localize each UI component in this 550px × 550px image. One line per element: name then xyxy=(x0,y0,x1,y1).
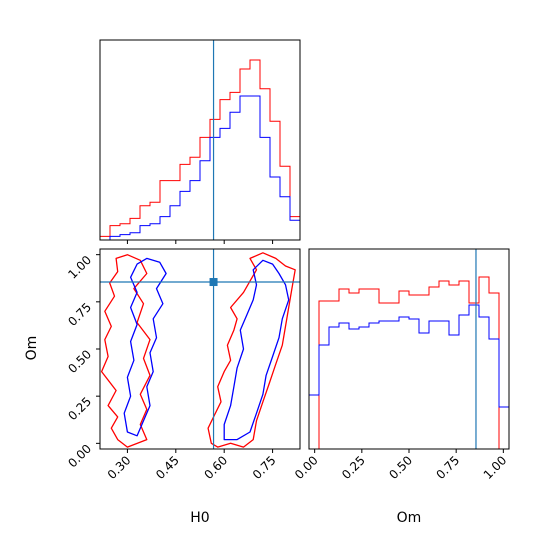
joint-plot-area xyxy=(100,249,300,449)
contour-red-1 xyxy=(207,252,296,448)
h0-histogram-blue xyxy=(100,95,300,240)
h0-histogram-red xyxy=(100,59,300,237)
y-axis-label-om: Om xyxy=(24,336,40,361)
x-axis-label-om: Om xyxy=(397,510,422,526)
om-histogram-blue xyxy=(309,304,509,408)
contour-red-0 xyxy=(100,254,151,448)
contour-blue-3 xyxy=(223,259,290,441)
truth-marker xyxy=(209,278,218,287)
x-axis-label-h0: H0 xyxy=(190,510,209,526)
h0-marginal-panel xyxy=(99,39,301,244)
contour-blue-2 xyxy=(123,257,167,437)
om-histogram-red xyxy=(309,276,509,449)
h0-marginal-frame xyxy=(99,39,301,241)
h0-hist-plot-area xyxy=(100,40,300,240)
joint-contour-panel: 0.30 0.45 0.60 0.750.000.250.500.751.00 xyxy=(65,248,301,482)
om-hist-plot-area xyxy=(309,249,509,449)
